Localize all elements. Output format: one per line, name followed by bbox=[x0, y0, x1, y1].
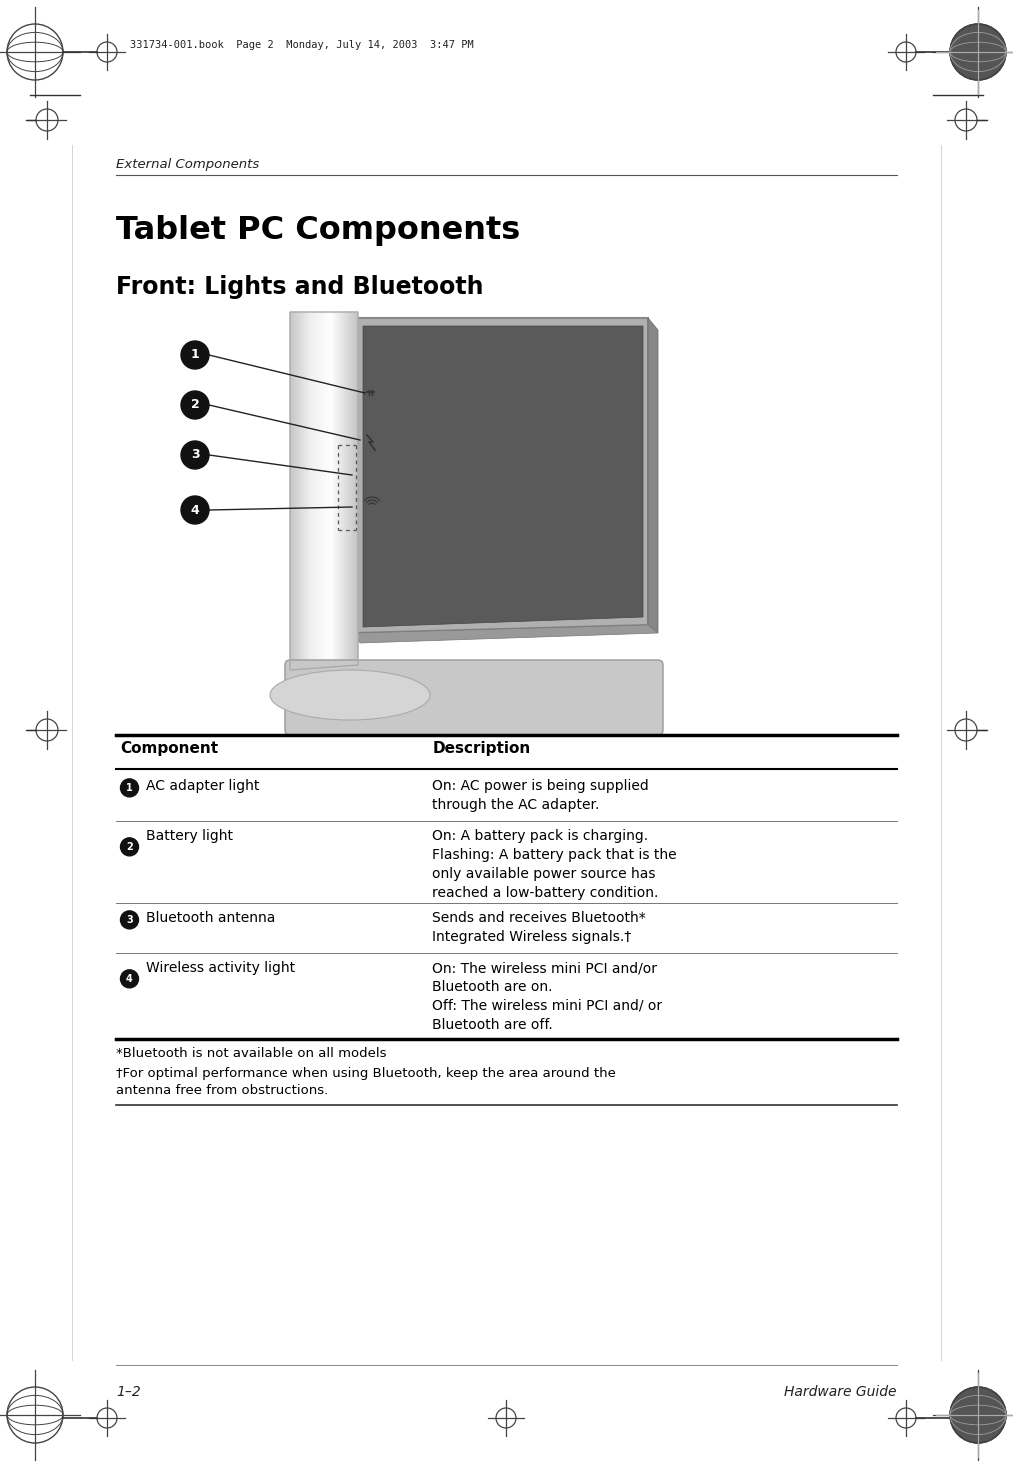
Polygon shape bbox=[355, 624, 658, 643]
Text: Battery light: Battery light bbox=[147, 829, 233, 844]
Text: Hardware Guide: Hardware Guide bbox=[784, 1385, 897, 1399]
Text: 331734-001.book  Page 2  Monday, July 14, 2003  3:47 PM: 331734-001.book Page 2 Monday, July 14, … bbox=[130, 39, 474, 50]
Ellipse shape bbox=[270, 670, 430, 719]
Circle shape bbox=[950, 1387, 1006, 1443]
Text: On: AC power is being supplied
through the AC adapter.: On: AC power is being supplied through t… bbox=[433, 779, 649, 811]
Text: 2: 2 bbox=[127, 842, 133, 852]
Text: 1: 1 bbox=[190, 348, 200, 361]
Text: AC adapter light: AC adapter light bbox=[147, 779, 260, 792]
Text: †For optimal performance when using Bluetooth, keep the area around the
antenna : †For optimal performance when using Blue… bbox=[116, 1067, 616, 1096]
Polygon shape bbox=[355, 319, 648, 633]
Text: Wireless activity light: Wireless activity light bbox=[147, 961, 296, 975]
Circle shape bbox=[181, 390, 209, 420]
Circle shape bbox=[181, 496, 209, 523]
Circle shape bbox=[950, 23, 1006, 80]
Text: *Bluetooth is not available on all models: *Bluetooth is not available on all model… bbox=[116, 1047, 387, 1060]
Text: 3: 3 bbox=[127, 915, 133, 925]
Text: Front: Lights and Bluetooth: Front: Lights and Bluetooth bbox=[116, 275, 484, 300]
Text: Component: Component bbox=[121, 741, 219, 756]
Text: Bluetooth antenna: Bluetooth antenna bbox=[147, 911, 276, 925]
Text: 4: 4 bbox=[127, 974, 133, 984]
Polygon shape bbox=[648, 319, 658, 633]
Text: 3: 3 bbox=[190, 449, 200, 462]
Circle shape bbox=[121, 838, 139, 855]
FancyBboxPatch shape bbox=[285, 659, 663, 735]
Text: 4: 4 bbox=[190, 503, 200, 516]
Text: 1–2: 1–2 bbox=[116, 1385, 141, 1399]
Text: 2: 2 bbox=[190, 399, 200, 411]
Text: On: A battery pack is charging.
Flashing: A battery pack that is the
only availa: On: A battery pack is charging. Flashing… bbox=[433, 829, 677, 899]
Text: External Components: External Components bbox=[116, 158, 259, 171]
Circle shape bbox=[181, 341, 209, 368]
Circle shape bbox=[121, 779, 139, 797]
Circle shape bbox=[181, 442, 209, 469]
Text: On: The wireless mini PCI and/or
Bluetooth are on.
Off: The wireless mini PCI an: On: The wireless mini PCI and/or Bluetoo… bbox=[433, 961, 663, 1032]
Polygon shape bbox=[363, 326, 643, 627]
Circle shape bbox=[121, 969, 139, 988]
Text: Tablet PC Components: Tablet PC Components bbox=[116, 215, 521, 246]
Text: 1: 1 bbox=[127, 782, 133, 792]
Text: Description: Description bbox=[433, 741, 531, 756]
Text: Sends and receives Bluetooth*
Integrated Wireless signals.†: Sends and receives Bluetooth* Integrated… bbox=[433, 911, 646, 944]
Circle shape bbox=[121, 911, 139, 928]
